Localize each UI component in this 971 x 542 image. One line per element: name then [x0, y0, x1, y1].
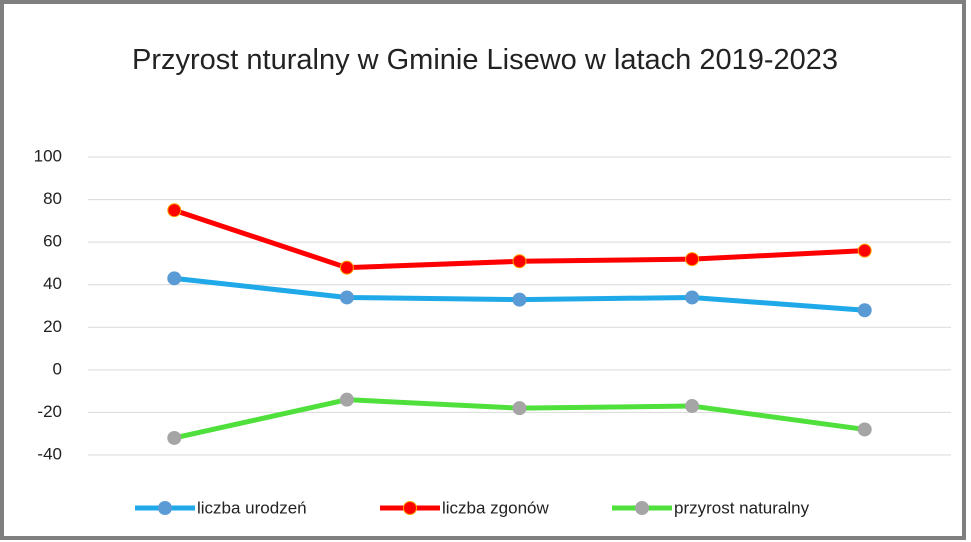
legend-label: liczba urodzeń: [197, 498, 307, 517]
y-tick-label: 20: [43, 317, 62, 336]
legend-marker: [158, 501, 172, 515]
y-tick-label: 80: [43, 189, 62, 208]
y-tick-label: 100: [34, 146, 62, 165]
point-marker: [512, 254, 527, 269]
point-marker: [339, 392, 354, 407]
legend-label: przyrost naturalny: [674, 498, 810, 517]
y-tick-label: -40: [37, 444, 62, 463]
point-marker: [512, 401, 527, 416]
legend-label: liczba zgonów: [442, 498, 550, 517]
point-marker: [167, 430, 182, 445]
legend-marker: [635, 501, 649, 515]
point-marker: [339, 260, 354, 275]
point-marker: [167, 203, 182, 218]
point-marker: [685, 252, 700, 267]
point-marker: [857, 243, 872, 258]
point-marker: [339, 290, 354, 305]
legend-marker: [403, 501, 417, 515]
point-marker: [685, 399, 700, 414]
point-marker: [857, 422, 872, 437]
y-tick-label: 60: [43, 232, 62, 251]
y-tick-label: 40: [43, 274, 62, 293]
chart-title: Przyrost nturalny w Gminie Lisewo w lata…: [132, 44, 838, 76]
y-tick-label: -20: [37, 402, 62, 421]
point-marker: [512, 292, 527, 307]
point-marker: [857, 303, 872, 318]
point-marker: [167, 271, 182, 286]
point-marker: [685, 290, 700, 305]
y-tick-label: 0: [53, 359, 62, 378]
